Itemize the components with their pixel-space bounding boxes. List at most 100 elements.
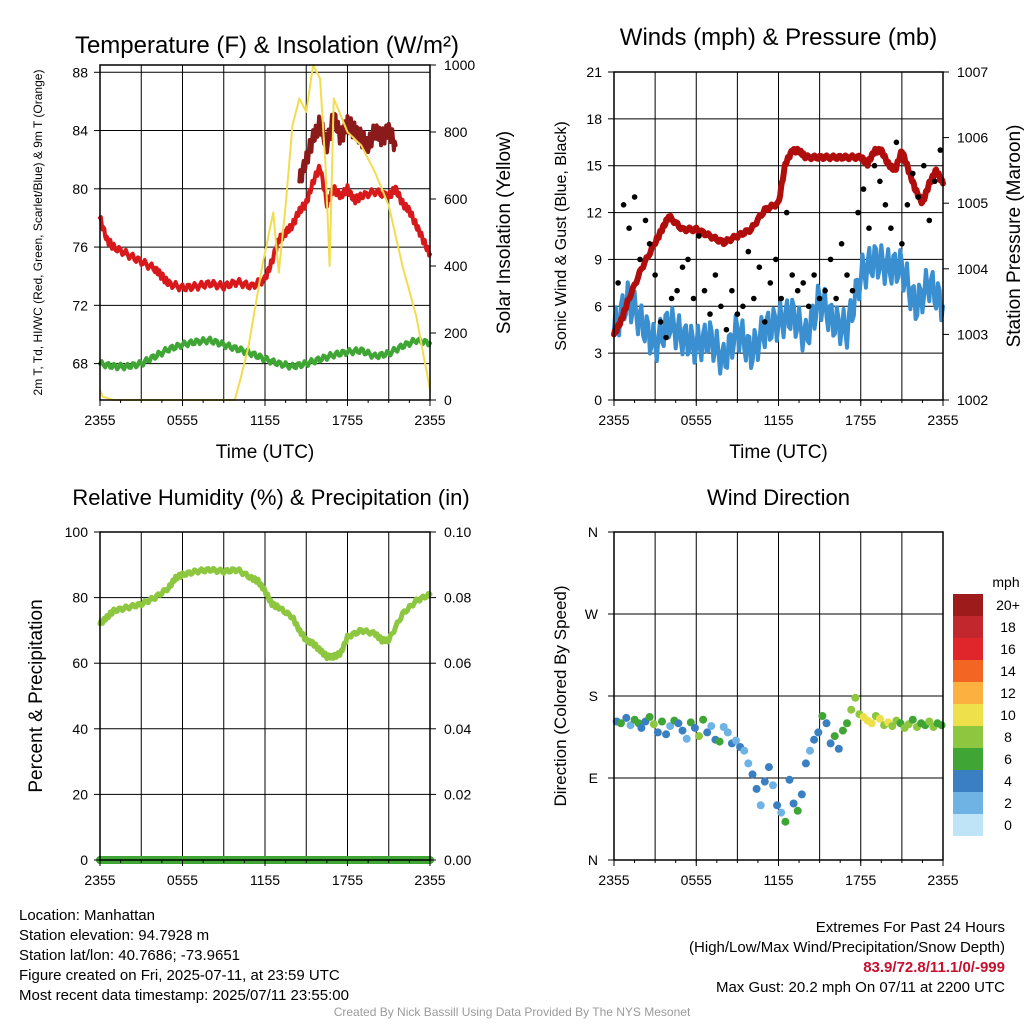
direction-point	[888, 722, 897, 731]
y-tick-label: 80	[72, 181, 88, 197]
direction-point	[715, 737, 724, 746]
gust-point	[762, 319, 768, 325]
legend-swatch	[953, 770, 983, 792]
x-tick-label: 1755	[332, 872, 363, 888]
direction-point	[830, 732, 839, 741]
y2-tick-label: 0.08	[444, 590, 471, 606]
y2-tick-label: 0.10	[444, 524, 471, 540]
y2-tick-label: 1003	[957, 326, 988, 342]
y-tick-label: 60	[72, 655, 88, 671]
legend-swatch	[953, 792, 983, 814]
gust-point	[800, 280, 806, 286]
gust-point	[866, 225, 872, 231]
y-tick-label: W	[585, 606, 599, 622]
temperature-2m-series	[98, 163, 432, 293]
y-tick-label: 84	[72, 123, 88, 139]
legend-swatch	[953, 616, 983, 638]
direction-point	[875, 714, 884, 723]
y-tick-label: 9	[594, 251, 602, 267]
y-tick-label: S	[589, 688, 598, 704]
x-tick-label: 2355	[927, 872, 958, 888]
legend-swatch	[953, 748, 983, 770]
max-gust: Max Gust: 20.2 mph On 07/11 at 2200 UTC	[715, 979, 1005, 996]
y2-tick-label: 0.04	[444, 721, 471, 737]
direction-point	[937, 721, 946, 730]
gust-point	[877, 178, 883, 185]
direction-point	[626, 721, 635, 730]
direction-point	[801, 759, 810, 768]
direction-point	[622, 713, 631, 722]
x-tick-label: 2355	[598, 412, 629, 428]
gust-point	[855, 209, 861, 216]
x-tick-label: 2355	[414, 872, 445, 888]
y-tick-label: 68	[72, 356, 88, 372]
y2-tick-label: 0.00	[444, 852, 471, 868]
y-tick-label: 15	[586, 158, 602, 174]
direction-point	[834, 744, 843, 753]
gust-point	[674, 287, 680, 294]
gust-point	[631, 194, 638, 200]
direction-point	[649, 720, 658, 729]
y2-tick-label: 400	[444, 258, 468, 274]
pressure-series	[611, 145, 946, 338]
y-tick-label: 21	[586, 64, 602, 80]
direction-point	[740, 746, 749, 755]
gust-point	[696, 233, 702, 239]
legend-label: 8	[1004, 729, 1012, 745]
credit-line: Created By Nick Bassill Using Data Provi…	[333, 1005, 691, 1019]
direction-point	[785, 775, 794, 784]
legend-label: 6	[1004, 751, 1012, 767]
direction-point	[666, 722, 675, 731]
x-tick-label: 2355	[598, 872, 629, 888]
y-axis-label: Percent & Precipitation	[26, 599, 47, 792]
y-tick-label: 40	[72, 721, 88, 737]
direction-point	[662, 730, 671, 739]
direction-point	[908, 715, 917, 724]
relative-humidity-series	[97, 565, 433, 662]
y2-tick-label: 0	[444, 392, 452, 408]
y2-tick-label: 600	[444, 191, 468, 207]
gust-point	[910, 170, 916, 177]
x-tick-label: 1155	[250, 412, 280, 428]
direction-point	[752, 784, 761, 793]
panel-humidity: 2355 0555 1155 1755 2355 0 20 40 60 80 100 0.00 0.02…	[26, 485, 471, 888]
legend-swatch	[953, 660, 983, 682]
y2-axis-label: Solar Insolation (Yellow)	[494, 131, 515, 334]
gust-point	[745, 248, 752, 255]
gust-point	[937, 147, 944, 153]
x-tick-label: 2355	[927, 412, 958, 428]
direction-point	[699, 715, 708, 724]
gust-point	[707, 311, 713, 317]
gust-point	[668, 295, 675, 302]
y-axis-label: Sonic Wind & Gust (Blue, Black)	[553, 121, 570, 350]
gust-point	[740, 303, 746, 310]
gust-point	[642, 217, 649, 224]
x-axis-label: Time (UTC)	[216, 442, 315, 463]
gust-point	[773, 256, 779, 263]
direction-point	[789, 799, 798, 808]
legend-label: 14	[1000, 663, 1016, 679]
direction-point	[760, 777, 769, 786]
x-tick-label: 2355	[84, 412, 115, 428]
direction-point	[695, 732, 703, 741]
y2-tick-label: 1002	[957, 392, 988, 408]
gust-point	[679, 264, 686, 271]
station-latlon: Station lat/lon: 40.7686; -73.9651	[19, 947, 241, 964]
x-tick-label: 0555	[681, 872, 712, 888]
gust-point	[626, 225, 632, 231]
y-tick-label: 3	[594, 345, 602, 361]
station-location: Location: Manhattan	[19, 907, 155, 924]
y2-tick-label: 1005	[957, 195, 988, 211]
direction-point	[818, 712, 827, 720]
y2-tick-label: 800	[444, 124, 468, 140]
gust-point	[816, 295, 823, 302]
direction-point	[867, 719, 876, 728]
y2-axis-label: Station Pressure (Maroon)	[1004, 125, 1024, 348]
y-tick-label: N	[588, 524, 598, 540]
gust-point	[767, 280, 774, 286]
gust-point	[734, 311, 741, 317]
gust-point	[827, 256, 834, 263]
y-tick-label: 100	[65, 524, 89, 540]
legend-swatch	[953, 726, 983, 748]
direction-point	[826, 739, 835, 748]
